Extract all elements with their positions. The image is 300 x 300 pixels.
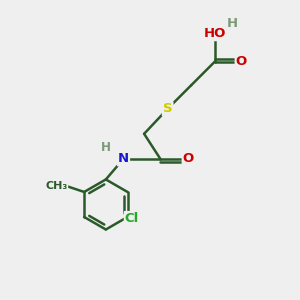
Text: O: O <box>236 55 247 68</box>
Text: S: S <box>163 102 172 115</box>
Text: Cl: Cl <box>125 212 139 225</box>
Text: H: H <box>101 141 111 154</box>
Text: HO: HO <box>204 27 226 40</box>
Text: N: N <box>118 152 129 165</box>
Text: CH₃: CH₃ <box>45 181 67 191</box>
Text: O: O <box>183 152 194 165</box>
Text: H: H <box>227 17 238 30</box>
